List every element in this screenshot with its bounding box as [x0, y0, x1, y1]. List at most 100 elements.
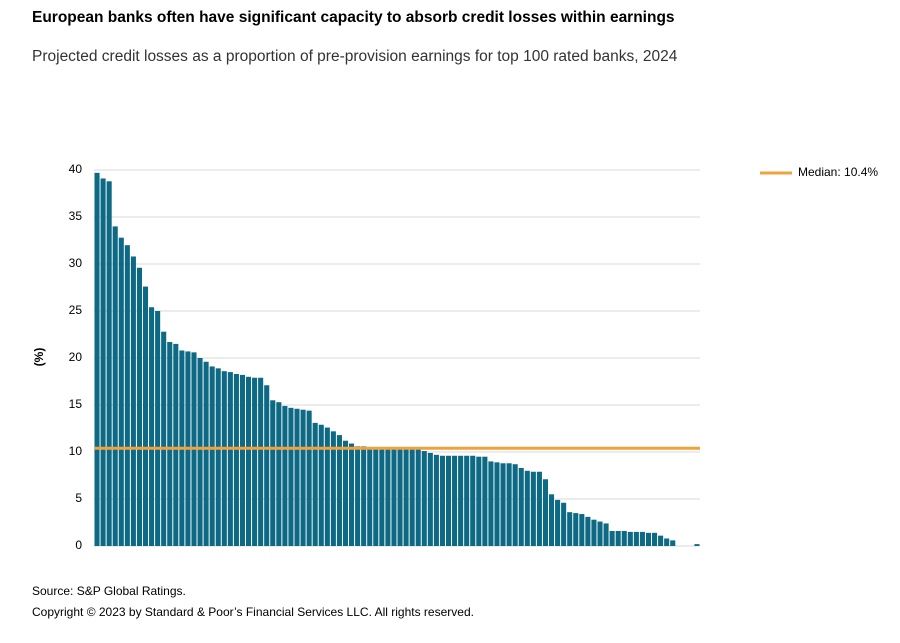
y-tick-label: 40	[69, 162, 83, 176]
bar	[573, 513, 579, 546]
bar	[264, 385, 270, 546]
chart-title: European banks often have significant ca…	[32, 9, 675, 26]
bar	[439, 455, 445, 546]
bar	[409, 449, 415, 546]
bar	[452, 455, 458, 546]
bar	[464, 455, 470, 546]
bar	[100, 178, 106, 546]
y-tick-label: 25	[69, 303, 83, 317]
bar	[694, 544, 700, 546]
bar	[597, 521, 603, 546]
bar	[227, 372, 233, 546]
chart-subtitle: Projected credit losses as a proportion …	[32, 48, 678, 65]
bar	[415, 449, 421, 546]
bar	[233, 373, 239, 546]
bar	[561, 502, 567, 546]
y-tick-label: 10	[69, 444, 83, 458]
bar	[149, 307, 155, 546]
bar	[318, 424, 324, 546]
bar	[300, 409, 306, 546]
bar	[336, 435, 342, 546]
bar	[639, 531, 645, 546]
bar	[542, 479, 549, 546]
bar	[324, 427, 330, 546]
bar	[567, 512, 573, 546]
bar	[458, 455, 464, 546]
bar	[167, 342, 173, 546]
y-tick-label: 15	[69, 397, 83, 411]
bar	[385, 448, 391, 546]
bar	[633, 531, 639, 546]
bar	[355, 446, 361, 546]
bar	[221, 371, 227, 546]
bar	[530, 471, 536, 546]
y-tick-label: 30	[69, 256, 83, 270]
source: Source: S&P Global Ratings.	[32, 584, 186, 598]
bar	[258, 377, 264, 546]
bar	[645, 532, 652, 546]
bar	[518, 467, 524, 546]
bar	[658, 535, 664, 546]
bar	[245, 376, 252, 546]
bar	[197, 358, 203, 546]
bar	[288, 407, 294, 546]
bar	[403, 448, 409, 546]
bar	[621, 530, 627, 546]
bar	[161, 331, 167, 546]
bar	[361, 446, 367, 546]
bar	[209, 366, 215, 546]
bar	[536, 471, 542, 546]
bar	[130, 256, 136, 546]
bar	[118, 237, 124, 546]
bar	[239, 374, 246, 546]
bar	[609, 530, 615, 546]
bar	[670, 540, 676, 546]
bar	[470, 455, 476, 546]
bar	[494, 462, 500, 546]
bar	[512, 464, 518, 546]
copyright: Copyright © 2023 by Standard & Poor’s Fi…	[32, 605, 474, 619]
bar	[349, 443, 355, 546]
bar	[585, 516, 591, 546]
bar	[627, 531, 633, 546]
y-tick-label: 5	[75, 491, 82, 505]
bar	[591, 519, 597, 546]
bar	[112, 226, 118, 546]
bar	[252, 377, 258, 546]
bar	[397, 448, 403, 546]
bar	[524, 470, 530, 546]
bar	[136, 267, 142, 546]
bar	[652, 532, 658, 546]
bar	[342, 440, 349, 546]
bar	[203, 361, 209, 546]
bar	[603, 523, 609, 546]
bar	[548, 494, 555, 546]
bar	[445, 455, 452, 546]
legend-label: Median: 10.4%	[798, 165, 878, 179]
bar	[476, 456, 482, 546]
bar	[282, 405, 288, 546]
bar	[373, 448, 379, 546]
bar	[312, 422, 318, 546]
bar	[421, 451, 427, 546]
bar	[615, 530, 621, 546]
bar	[276, 402, 282, 546]
bar	[579, 514, 585, 546]
y-tick-label: 20	[69, 350, 83, 364]
y-axis-label: (%)	[32, 348, 46, 367]
bar	[391, 448, 397, 546]
bar	[155, 311, 161, 546]
bar	[142, 286, 149, 546]
bar	[367, 447, 373, 546]
bar	[330, 431, 336, 546]
bar	[306, 410, 312, 546]
bar	[379, 448, 385, 546]
bar	[555, 499, 561, 546]
bar	[294, 408, 300, 546]
bar	[482, 456, 488, 546]
chart: (%) 0 5 10 15 20 25 30 35 40 Median: 10.4%	[32, 162, 878, 552]
bar	[270, 400, 276, 546]
bar	[427, 452, 433, 546]
bar	[106, 181, 112, 546]
